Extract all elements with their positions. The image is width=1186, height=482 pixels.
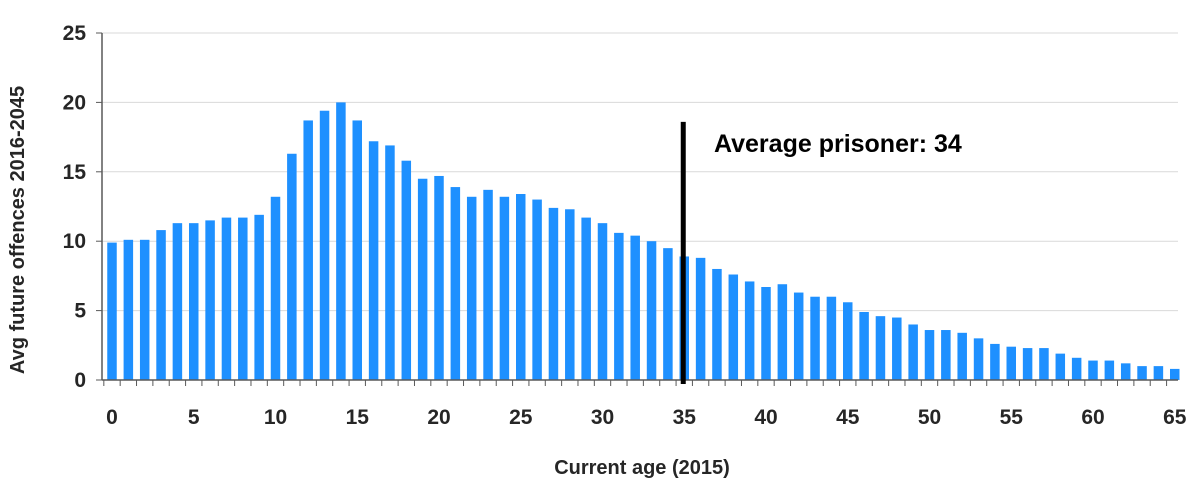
bar: [1006, 346, 1016, 380]
bar: [892, 317, 902, 380]
y-tick-label: 10: [63, 230, 86, 253]
bar: [352, 120, 362, 380]
bar: [1104, 360, 1115, 380]
bar: [777, 284, 788, 380]
axes: [101, 33, 1178, 381]
bar: [516, 194, 526, 380]
bar: [238, 217, 248, 380]
x-tick-label: 20: [427, 406, 450, 429]
y-tick-label: 20: [63, 91, 86, 114]
x-tick-label: 35: [673, 406, 697, 429]
bar: [810, 296, 820, 380]
bar: [614, 232, 624, 380]
x-tick-label: 25: [509, 406, 533, 429]
x-tick-label: 5: [188, 406, 200, 429]
x-tick-label: 65: [1163, 406, 1186, 429]
bar: [646, 241, 657, 380]
bar: [1039, 348, 1049, 380]
y-tick-label: 5: [74, 300, 86, 323]
x-tick-label: 50: [918, 406, 941, 429]
x-tick-label: 15: [346, 406, 370, 429]
bar: [793, 292, 804, 380]
bar: [1055, 353, 1066, 380]
bar: [597, 223, 608, 380]
bar-series: [107, 102, 1180, 381]
x-ticks: 0 5 10 15 20 25 30 35 40 45 50 55 60 65: [103, 380, 1186, 429]
y-tick-label: 15: [63, 161, 87, 184]
y-axis-label: Avg future offences 2016-2045: [7, 86, 29, 374]
y-tick-label: 0: [74, 369, 86, 392]
bar: [254, 214, 264, 380]
bar: [630, 235, 640, 380]
bar: [385, 145, 395, 380]
bar: [205, 220, 215, 380]
bar: [973, 338, 984, 380]
bar: [744, 281, 755, 380]
bar: [712, 268, 722, 380]
bar: [581, 217, 591, 380]
bar: [221, 217, 232, 380]
bar: [875, 316, 886, 380]
bar: [466, 196, 477, 380]
bar: [663, 248, 673, 380]
bar: [1153, 366, 1164, 380]
x-tick-label: 10: [264, 406, 287, 429]
bar: [761, 287, 771, 380]
bar: [1170, 368, 1180, 380]
bar: [826, 296, 837, 380]
bar: [532, 199, 542, 380]
average-prisoner-annotation: Average prisoner: 34: [714, 130, 962, 158]
bar: [548, 207, 559, 380]
bar: [728, 274, 739, 380]
x-tick-label: 60: [1081, 406, 1104, 429]
gridlines: [102, 32, 1178, 312]
bar: [695, 257, 706, 380]
bar: [1137, 366, 1147, 380]
bar: [859, 311, 869, 380]
x-tick-label: 55: [1000, 406, 1024, 429]
bar: [1088, 360, 1098, 380]
bar: [941, 330, 951, 380]
bar: [189, 223, 199, 380]
bar: [172, 223, 183, 380]
bar: [450, 187, 461, 380]
bar: [156, 230, 166, 380]
bar: [499, 196, 510, 380]
bar: [139, 239, 150, 380]
bar: [924, 330, 935, 380]
bar: [843, 302, 853, 380]
bar: [1022, 348, 1033, 380]
x-tick-label: 45: [836, 406, 860, 429]
bar: [417, 178, 428, 380]
x-tick-label: 30: [591, 406, 614, 429]
bar: [990, 343, 1000, 380]
bar: [401, 160, 412, 380]
y-ticks: 0 5 10 15 20 25: [63, 22, 102, 392]
y-tick-label: 25: [63, 22, 87, 45]
bar: [483, 189, 493, 380]
x-tick-label: 40: [754, 406, 777, 429]
x-tick-label: 0: [106, 406, 118, 429]
bar: [303, 120, 313, 380]
bar: [368, 141, 379, 380]
bar: [319, 110, 330, 380]
bar: [434, 175, 444, 380]
bar: [1120, 363, 1131, 380]
bar: [1071, 357, 1082, 380]
bar: [565, 209, 575, 380]
bar: [270, 196, 281, 380]
bar: [908, 324, 918, 380]
bar: [957, 332, 967, 380]
bar: [123, 239, 134, 380]
bar: [287, 153, 297, 380]
x-axis-label: Current age (2015): [554, 457, 730, 479]
bar: [107, 242, 117, 380]
bar: [336, 102, 346, 381]
